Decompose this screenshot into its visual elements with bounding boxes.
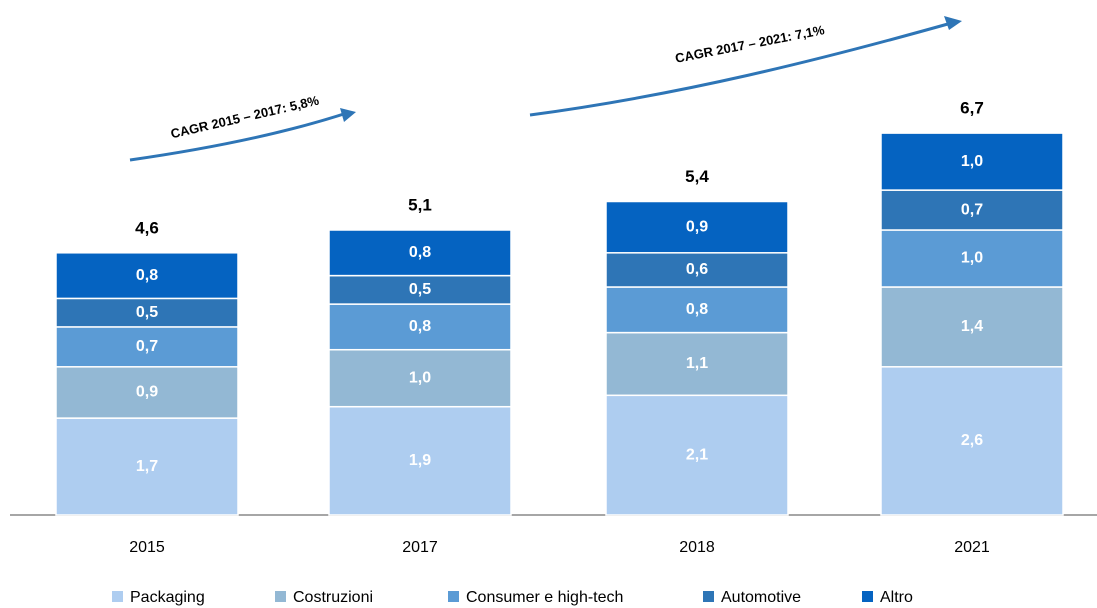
x-tick-label: 2017 <box>402 539 438 556</box>
bar-segment <box>55 252 239 300</box>
data-label: 0,7 <box>136 338 158 355</box>
bar-segment <box>605 200 789 254</box>
bar-segment <box>605 252 789 288</box>
bar-segment <box>880 189 1064 231</box>
bar-segment <box>605 286 789 334</box>
data-label: 0,6 <box>686 261 708 278</box>
data-label: 2,6 <box>961 432 983 449</box>
total-label: 5,1 <box>408 195 432 214</box>
cagr-arrow <box>129 110 351 162</box>
data-label: 1,7 <box>136 458 158 475</box>
legend-label: Automotive <box>721 589 801 606</box>
bar-segment <box>605 331 789 397</box>
data-label: 0,8 <box>409 318 431 335</box>
bar-segment <box>328 303 512 351</box>
data-label: 1,4 <box>961 318 983 335</box>
data-label: 0,5 <box>409 281 431 298</box>
bar-segment <box>55 297 239 328</box>
bar-segment <box>55 326 239 368</box>
data-label: 0,9 <box>136 384 158 401</box>
bar-segment <box>880 229 1064 288</box>
legend-label: Consumer e high-tech <box>466 589 623 606</box>
data-label: 0,8 <box>409 244 431 261</box>
legend-label: Altro <box>880 589 913 606</box>
bar-segment <box>605 394 789 516</box>
bar-segment <box>328 229 512 277</box>
cagr-arrow <box>529 20 956 117</box>
data-label: 1,1 <box>686 355 708 372</box>
legend-swatch <box>275 591 286 602</box>
legend-swatch <box>448 591 459 602</box>
x-tick-label: 2018 <box>679 539 715 556</box>
x-tick-label: 2015 <box>129 539 165 556</box>
annotation: CAGR 2017 – 2021: 7,1% <box>674 22 826 66</box>
bar-segment <box>880 132 1064 191</box>
legend-swatch <box>112 591 123 602</box>
total-label: 5,4 <box>685 167 709 186</box>
bar-segment <box>328 348 512 408</box>
data-label: 0,8 <box>686 301 708 318</box>
legend-swatch <box>862 591 873 602</box>
data-label: 1,9 <box>409 452 431 469</box>
data-label: 0,9 <box>686 218 708 235</box>
cagr-arrowhead <box>340 108 356 122</box>
bar-segment <box>880 286 1064 368</box>
bar-segment <box>880 366 1064 516</box>
total-label: 4,6 <box>135 218 159 237</box>
data-label: 1,0 <box>409 369 431 386</box>
data-label: 0,7 <box>961 201 983 218</box>
annotation: CAGR 2015 – 2017: 5,8% <box>169 92 321 141</box>
total-label: 6,7 <box>960 99 984 118</box>
legend-label: Costruzioni <box>293 589 373 606</box>
data-label: 2,1 <box>686 446 708 463</box>
data-label: 1,0 <box>961 250 983 267</box>
bar-segment <box>328 274 512 305</box>
data-label: 1,0 <box>961 153 983 170</box>
legend-label: Packaging <box>130 589 205 606</box>
data-label: 0,5 <box>136 304 158 321</box>
bar-segment <box>55 417 239 516</box>
cagr-arrowhead <box>944 16 962 30</box>
data-label: 0,8 <box>136 267 158 284</box>
x-tick-label: 2021 <box>954 539 990 556</box>
bar-segment <box>328 405 512 516</box>
legend-swatch <box>703 591 714 602</box>
